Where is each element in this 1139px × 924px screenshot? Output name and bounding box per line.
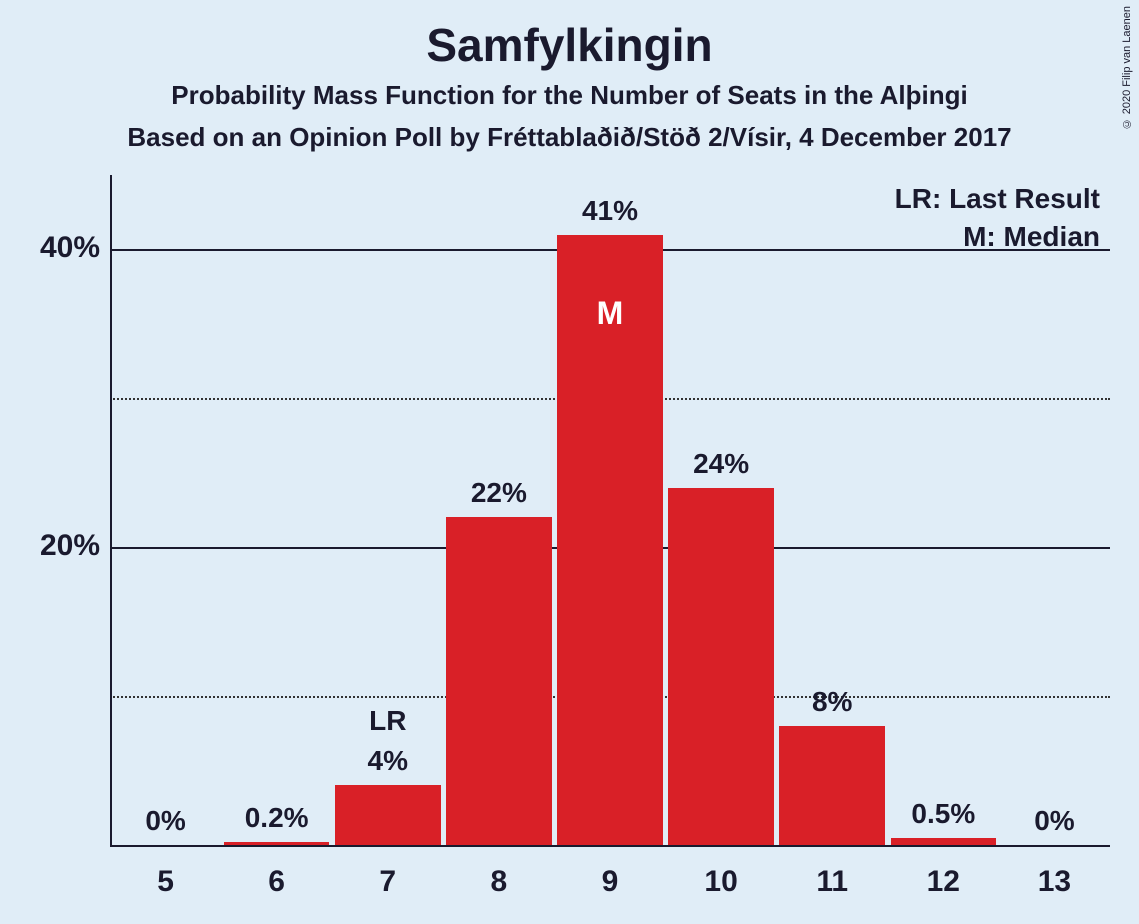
- grid-major: [110, 845, 1110, 847]
- bar: [335, 785, 441, 845]
- bar-value-label: 24%: [658, 448, 784, 480]
- y-tick-label: 40%: [20, 231, 100, 265]
- bar-value-label: 22%: [436, 477, 562, 509]
- bar: [224, 842, 330, 845]
- bar: [668, 488, 774, 845]
- x-tick-label: 6: [224, 865, 330, 899]
- legend-m: M: Median: [963, 221, 1100, 253]
- bar: [891, 838, 997, 845]
- chart-plot-area: 20%40%0%50.2%64%LR722%841%M924%108%110.5…: [110, 175, 1110, 924]
- bar-value-label: 4%: [325, 745, 451, 777]
- bar-value-label: 0%: [103, 805, 229, 837]
- bar: [446, 517, 552, 845]
- chart-subtitle-2: Based on an Opinion Poll by Fréttablaðið…: [0, 122, 1139, 153]
- bar-value-label: 0.2%: [214, 802, 340, 834]
- x-tick-label: 5: [113, 865, 219, 899]
- chart-title: Samfylkingin: [0, 18, 1139, 72]
- x-tick-label: 8: [446, 865, 552, 899]
- x-tick-label: 7: [335, 865, 441, 899]
- legend-lr: LR: Last Result: [895, 183, 1100, 215]
- bar-value-label: 8%: [769, 686, 895, 718]
- lr-marker: LR: [335, 705, 441, 737]
- x-tick-label: 13: [1002, 865, 1108, 899]
- x-tick-label: 10: [668, 865, 774, 899]
- chart-subtitle-1: Probability Mass Function for the Number…: [0, 80, 1139, 111]
- bar: [779, 726, 885, 845]
- x-tick-label: 11: [779, 865, 885, 899]
- bar-value-label: 0%: [992, 805, 1118, 837]
- y-axis: [110, 175, 112, 845]
- median-marker: M: [557, 295, 663, 332]
- x-tick-label: 12: [891, 865, 997, 899]
- bar-value-label: 0.5%: [881, 798, 1007, 830]
- y-tick-label: 20%: [20, 529, 100, 563]
- x-tick-label: 9: [557, 865, 663, 899]
- bar-value-label: 41%: [547, 195, 673, 227]
